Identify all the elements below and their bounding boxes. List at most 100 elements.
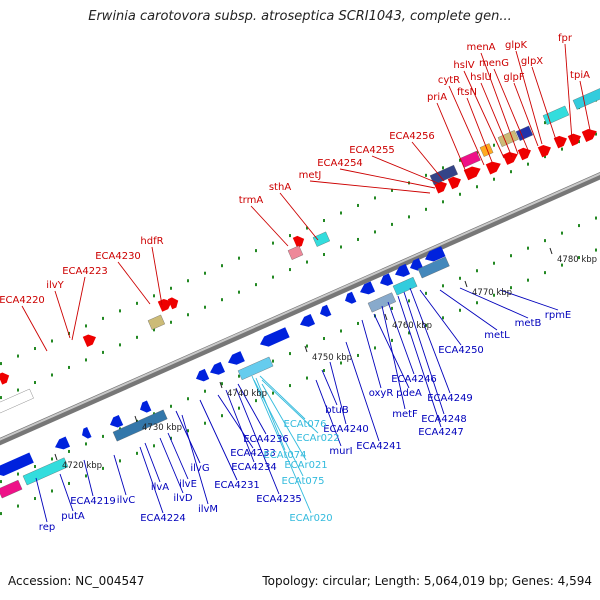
gene-label-forward: menG <box>479 58 509 69</box>
tick-dot <box>170 436 172 440</box>
colored-feature <box>287 245 304 260</box>
gene-label-forward: ftsN <box>457 87 477 98</box>
leader-line <box>235 387 280 495</box>
tick-dot <box>425 323 427 327</box>
tick-dot <box>153 328 155 332</box>
tick-dot <box>221 298 223 302</box>
tick-dot <box>561 231 563 235</box>
colored-feature <box>417 256 450 279</box>
svg-text:4780 kbp: 4780 kbp <box>557 255 597 265</box>
gene-label-forward: hslV <box>453 60 474 71</box>
tick-dot <box>255 283 257 287</box>
tick-dot <box>510 170 512 174</box>
tick-dot <box>187 397 189 401</box>
gene-label-reverse: ilvA <box>151 482 169 493</box>
tick-dot <box>442 200 444 204</box>
leader-line <box>71 276 86 341</box>
rna-label: ECAt075 <box>282 476 325 487</box>
tick-dot <box>34 347 36 351</box>
kbp-tick: 4780 kbp <box>549 247 597 265</box>
tick-dot <box>493 293 495 297</box>
svg-text:4760 kbp: 4760 kbp <box>392 321 432 331</box>
leader-line <box>459 287 529 319</box>
leader-line <box>439 289 498 331</box>
reverse-gene-arrow <box>395 263 411 277</box>
tick-dot <box>204 389 206 393</box>
tick-dot <box>34 465 36 469</box>
tick-dot <box>238 406 240 410</box>
tick-dot <box>340 211 342 215</box>
reverse-gene-arrow <box>410 258 424 271</box>
leader-line <box>117 261 151 305</box>
rna-label: ECAt074 <box>264 450 307 461</box>
kbp-tick: 4740 kbp <box>219 381 267 399</box>
tick-dot <box>323 253 325 257</box>
gene-label-reverse: ilvM <box>198 504 218 515</box>
leader-line <box>466 97 493 163</box>
tick-dot <box>425 173 427 177</box>
leader-line <box>397 295 442 428</box>
colored-feature <box>0 388 34 415</box>
leader-line <box>35 477 48 523</box>
colored-feature <box>497 130 519 147</box>
forward-gene-arrow <box>463 166 481 181</box>
kbp-tick: 4760 kbp <box>384 313 432 331</box>
tick-dot <box>187 279 189 283</box>
leader-line <box>279 192 319 241</box>
tick-dot <box>119 309 121 313</box>
tick-dot <box>476 269 478 273</box>
reverse-gene-arrow <box>380 273 394 286</box>
tick-dot <box>289 352 291 356</box>
gene-label-reverse: ECA4241 <box>356 441 402 452</box>
tick-dot <box>255 249 257 253</box>
tick-dot <box>102 434 104 438</box>
gene-label-forward: ilvY <box>46 280 64 291</box>
gene-label-forward: sthA <box>269 182 291 193</box>
gene-label-forward: tpiA <box>570 70 590 81</box>
leader-line <box>167 432 189 480</box>
colored-feature <box>112 409 168 442</box>
reverse-gene-arrow <box>425 246 446 262</box>
gene-label-reverse: metF <box>392 409 418 420</box>
tick-dot <box>102 350 104 354</box>
tick-dot <box>221 414 223 418</box>
gene-label-forward: ECA4230 <box>95 251 141 262</box>
reverse-gene-arrow <box>360 281 376 295</box>
leader-line <box>515 50 543 145</box>
gene-label-reverse: ilvC <box>117 495 135 506</box>
tick-dot <box>408 331 410 335</box>
gene-label-reverse: ECA4240 <box>323 424 369 435</box>
leader-line <box>345 341 380 442</box>
gene-label-reverse: metL <box>484 330 510 341</box>
reverse-gene-arrow <box>228 351 245 365</box>
tick-dot <box>408 215 410 219</box>
gene-label-reverse: oxyR <box>369 388 394 399</box>
tick-dot <box>136 301 138 305</box>
reverse-gene-arrow <box>196 368 210 382</box>
tick-dot <box>357 353 359 357</box>
leader-line <box>237 383 267 435</box>
leader-line <box>309 180 431 194</box>
tick-dot <box>289 234 291 238</box>
tick-dot <box>85 324 87 328</box>
colored-feature <box>515 125 534 141</box>
leader-line <box>409 287 451 394</box>
tick-dot <box>340 329 342 333</box>
gene-label-reverse: btuB <box>325 405 349 416</box>
tick-dot <box>0 362 2 366</box>
tick-dot <box>170 404 172 408</box>
tick-dot <box>289 384 291 388</box>
leader-line <box>315 379 342 447</box>
gene-label-reverse: ECA4235 <box>256 494 302 505</box>
gene-label-reverse: ECA4219 <box>70 496 116 507</box>
tick-dot <box>340 245 342 249</box>
forward-gene-arrow <box>0 372 10 385</box>
leader-line <box>499 289 559 311</box>
leader-line <box>54 290 71 339</box>
reverse-gene-arrow <box>260 327 290 347</box>
tick-dot <box>102 466 104 470</box>
tick-dot <box>34 497 36 501</box>
tick-dot <box>153 294 155 298</box>
tick-dot <box>51 373 53 377</box>
